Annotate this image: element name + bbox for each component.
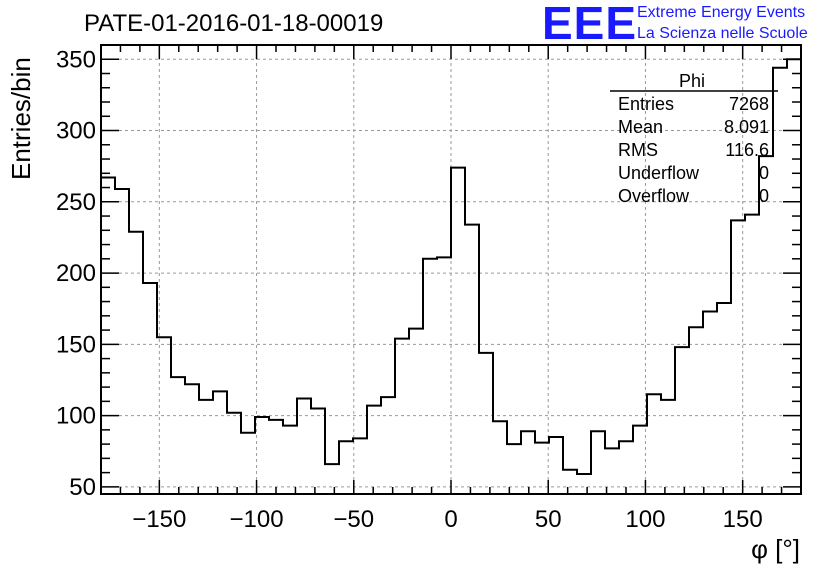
grid-lines [101, 45, 801, 494]
logo-subtitle-line2: La Scienza nelle Scuole [637, 25, 808, 42]
x-tick-label: −50 [333, 506, 374, 533]
stats-row-value: 116.6 [725, 140, 769, 160]
y-axis-label: Entries/bin [6, 57, 36, 180]
x-tick-label: 100 [625, 506, 665, 533]
y-tick-label: 50 [69, 474, 96, 501]
tick-labels: −150 −100 −50 0 50 100 150 50 100 150 200 250 300 350 [56, 46, 763, 533]
x-tick-label: 0 [444, 506, 457, 533]
x-tick-label: −100 [230, 506, 284, 533]
x-tick-label: −150 [132, 506, 186, 533]
y-tick-label: 350 [56, 46, 96, 73]
eee-logo: EEE [542, 0, 638, 49]
x-axis-label: φ [°] [751, 534, 800, 564]
stats-row-value: 0 [759, 163, 769, 183]
x-tick-label: 50 [535, 506, 562, 533]
logo-subtitle-line1: Extreme Energy Events [637, 4, 806, 21]
stats-row-label: Overflow [618, 186, 690, 206]
y-tick-label: 200 [56, 260, 96, 287]
x-tick-label: 150 [723, 506, 763, 533]
y-tick-label: 250 [56, 189, 96, 216]
histogram-series-line [101, 58, 801, 476]
y-tick-label: 100 [56, 403, 96, 430]
stats-row-label: Underflow [618, 163, 700, 183]
stats-title: Phi [679, 71, 705, 91]
axis-ticks [100, 45, 802, 494]
stats-row-label: Entries [618, 94, 674, 114]
y-tick-label: 150 [56, 331, 96, 358]
plot-title: PATE-01-2016-01-18-00019 [84, 10, 384, 37]
stats-row-value: 0 [759, 186, 769, 206]
stats-row-value: 8.091 [724, 117, 769, 137]
stats-row-label: RMS [618, 140, 658, 160]
stats-row-value: 7268 [729, 94, 769, 114]
stats-row-label: Mean [618, 117, 663, 137]
y-tick-label: 300 [56, 118, 96, 145]
